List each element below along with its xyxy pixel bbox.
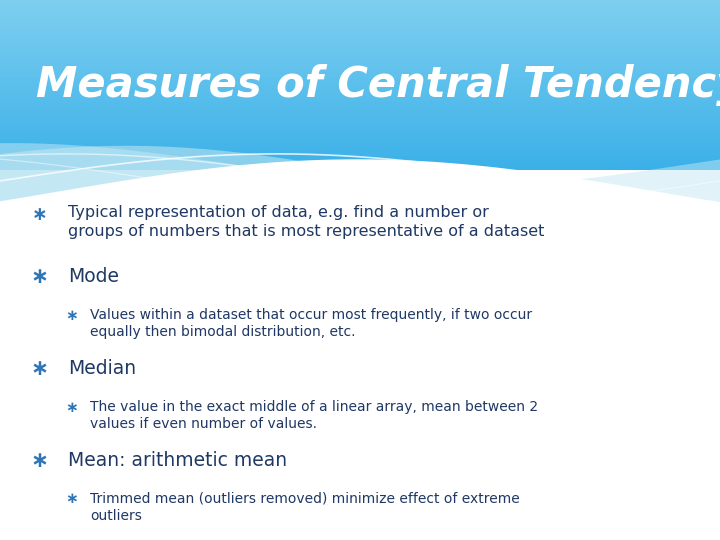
Text: Typical representation of data, e.g. find a number or
groups of numbers that is : Typical representation of data, e.g. fin… <box>68 205 545 239</box>
Text: Mean: arithmetic mean: Mean: arithmetic mean <box>68 451 287 470</box>
Bar <box>0 62 720 65</box>
Bar <box>0 119 720 122</box>
Bar <box>0 3 720 5</box>
Bar <box>0 111 720 113</box>
Bar <box>0 147 720 150</box>
Bar <box>0 122 720 125</box>
Bar <box>0 34 720 37</box>
Text: Median: Median <box>68 359 137 378</box>
Bar <box>0 102 720 105</box>
Bar <box>0 145 720 147</box>
Bar <box>0 133 720 136</box>
Bar <box>0 161 720 164</box>
Bar <box>0 77 720 79</box>
Bar <box>0 23 720 25</box>
Bar <box>0 105 720 108</box>
Text: ∗: ∗ <box>30 267 49 287</box>
Bar <box>0 68 720 71</box>
Bar <box>0 139 720 141</box>
Bar <box>0 20 720 23</box>
Polygon shape <box>0 143 720 243</box>
Bar <box>0 127 720 130</box>
Text: ∗: ∗ <box>30 359 49 379</box>
Bar <box>0 153 720 156</box>
Bar <box>0 17 720 20</box>
Bar <box>0 88 720 91</box>
Bar <box>0 130 720 133</box>
Bar <box>0 5 720 9</box>
Text: Measures of Central Tendency: Measures of Central Tendency <box>36 64 720 106</box>
Bar <box>0 39 720 43</box>
Bar <box>0 65 720 68</box>
Bar <box>0 91 720 93</box>
Bar <box>0 93 720 96</box>
Bar <box>0 54 720 57</box>
Bar <box>0 51 720 54</box>
Bar <box>0 99 720 102</box>
Bar <box>0 73 720 77</box>
Bar <box>0 25 720 28</box>
Bar <box>0 57 720 59</box>
Polygon shape <box>0 146 720 243</box>
Bar <box>0 136 720 139</box>
Bar <box>0 159 720 161</box>
Text: ∗: ∗ <box>66 400 78 415</box>
Bar <box>0 71 720 73</box>
Bar <box>0 28 720 31</box>
Bar <box>0 116 720 119</box>
Text: ∗: ∗ <box>30 451 49 471</box>
Bar <box>0 79 720 82</box>
Text: ∗: ∗ <box>66 491 78 507</box>
Bar <box>0 156 720 159</box>
Bar <box>0 31 720 34</box>
Bar <box>0 85 720 88</box>
Bar <box>0 164 720 167</box>
Text: ∗: ∗ <box>66 308 78 323</box>
Bar <box>0 113 720 116</box>
Bar <box>0 43 720 45</box>
Bar <box>0 48 720 51</box>
Text: Trimmed mean (outliers removed) minimize effect of extreme
outliers: Trimmed mean (outliers removed) minimize… <box>90 491 520 523</box>
Polygon shape <box>0 159 720 243</box>
Text: Mode: Mode <box>68 267 120 286</box>
Text: Values within a dataset that occur most frequently, if two occur
equally then bi: Values within a dataset that occur most … <box>90 308 532 339</box>
Bar <box>0 167 720 170</box>
Bar <box>0 96 720 99</box>
Bar <box>0 125 720 127</box>
Bar <box>0 37 720 39</box>
Bar <box>0 108 720 111</box>
Bar <box>0 45 720 48</box>
Bar <box>0 59 720 62</box>
Bar <box>0 150 720 153</box>
Bar <box>0 0 720 3</box>
Bar <box>0 11 720 14</box>
Text: The value in the exact middle of a linear array, mean between 2
values if even n: The value in the exact middle of a linea… <box>90 400 538 431</box>
Bar <box>0 82 720 85</box>
Text: ∗: ∗ <box>32 205 48 224</box>
Bar <box>0 9 720 11</box>
Bar <box>0 14 720 17</box>
Bar <box>0 141 720 145</box>
